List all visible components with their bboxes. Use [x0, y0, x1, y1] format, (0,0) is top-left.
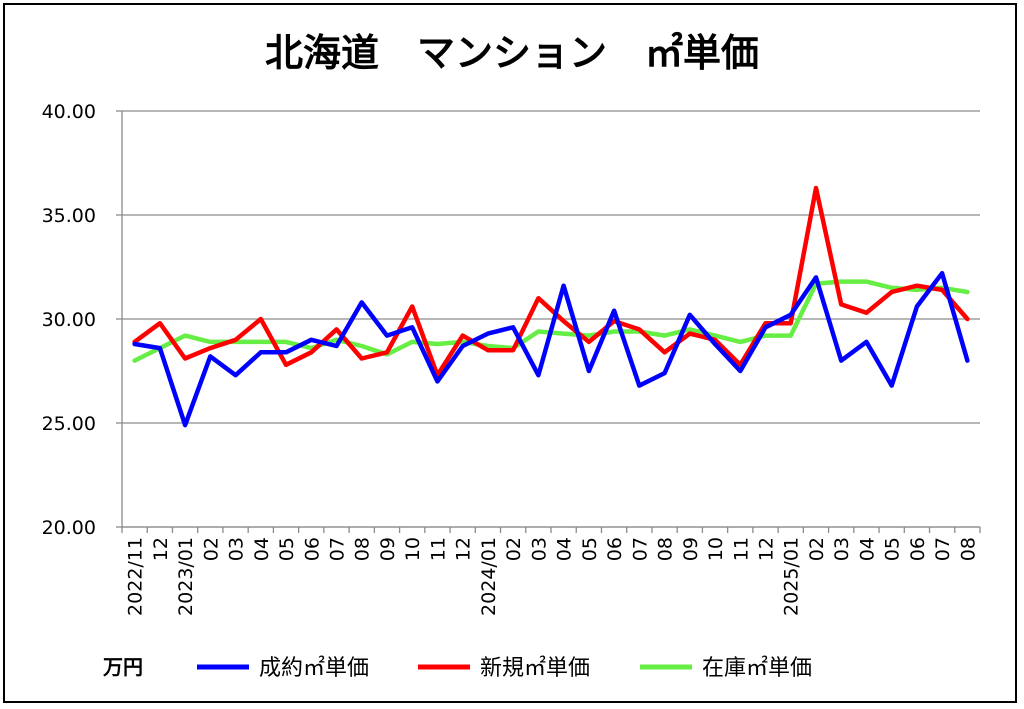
x-tick-label: 09: [377, 537, 399, 561]
x-tick-label: 11: [427, 537, 449, 561]
x-tick-label: 03: [226, 537, 248, 561]
x-tick-label: 04: [856, 537, 878, 561]
x-tick-label: 08: [352, 537, 374, 561]
y-tick-label: 25.00: [42, 413, 96, 435]
y-tick-label: 35.00: [42, 205, 96, 227]
x-tick-label: 12: [150, 537, 172, 561]
legend-label: 在庫㎡単価: [702, 655, 812, 681]
x-tick-label: 06: [604, 537, 626, 561]
x-tick-label: 05: [882, 537, 904, 561]
legend-label: 成約㎡単価: [259, 655, 369, 681]
x-tick-label: 2022/11: [125, 537, 147, 616]
x-tick-label: 12: [756, 537, 778, 561]
series-line: [132, 270, 970, 428]
x-tick-label: 05: [276, 537, 298, 561]
x-tick-label: 06: [301, 537, 323, 561]
x-tick-label: 2023/01: [175, 537, 197, 616]
y-tick-label: 40.00: [42, 101, 96, 123]
x-tick-label: 07: [932, 537, 954, 561]
y-tick-labels: 20.00 25.00 30.00 35.00 40.00: [42, 101, 122, 539]
x-tick-label: 03: [528, 537, 550, 561]
unit-label: 万円: [102, 655, 143, 679]
y-tick-label: 30.00: [42, 309, 96, 331]
x-tick-label: 07: [327, 537, 349, 561]
x-tick-labels: 2022/11 12 2023/01 02 03 04 05 06 07 08 09 10 11 12 20…: [121, 527, 981, 616]
series-lines: [132, 185, 970, 428]
x-tick-label: 02: [806, 537, 828, 561]
x-tick-label: 03: [831, 537, 853, 561]
x-tick-label: 12: [453, 537, 475, 561]
x-tick-label: 02: [200, 537, 222, 561]
x-tick-label: 05: [579, 537, 601, 561]
x-tick-label: 04: [554, 537, 576, 561]
legend: 万円 成約㎡単価 新規㎡単価 在庫㎡単価: [102, 655, 812, 681]
x-tick-label: 2024/01: [478, 537, 500, 616]
x-tick-label: 2025/01: [781, 537, 803, 616]
chart-title: 北海道 マンション ㎡単価: [265, 31, 759, 75]
y-tick-label: 20.00: [42, 517, 96, 539]
x-tick-label: 11: [730, 537, 752, 561]
x-tick-label: 09: [680, 537, 702, 561]
x-tick-label: 08: [957, 537, 979, 561]
x-tick-label: 02: [503, 537, 525, 561]
x-tick-label: 06: [907, 537, 929, 561]
series-line: [132, 185, 970, 378]
x-tick-label: 07: [629, 537, 651, 561]
grid-lines: [122, 110, 980, 528]
x-tick-label: 04: [251, 537, 273, 561]
x-tick-label: 10: [402, 537, 424, 561]
legend-label: 新規㎡単価: [480, 655, 590, 681]
x-tick-label: 10: [705, 537, 727, 561]
x-tick-label: 08: [655, 537, 677, 561]
